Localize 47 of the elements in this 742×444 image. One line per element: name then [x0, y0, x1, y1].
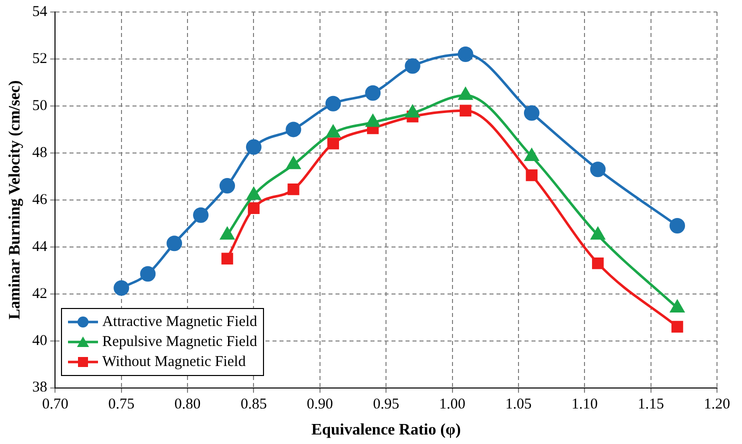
- point: [524, 105, 540, 121]
- y-tick-label: 50: [32, 98, 48, 114]
- point: [114, 280, 130, 296]
- legend-label: Without Magnetic Field: [102, 352, 246, 372]
- point: [246, 139, 262, 155]
- y-tick-label: 52: [32, 50, 48, 67]
- x-tick-label: 0.75: [108, 396, 135, 413]
- point: [592, 257, 604, 270]
- x-tick-label: 0.95: [372, 396, 400, 413]
- y-tick-label: 44: [32, 238, 48, 255]
- point: [288, 183, 300, 196]
- x-tick-label: 0.85: [240, 396, 267, 413]
- y-tick-label: 42: [32, 286, 48, 302]
- point: [166, 236, 182, 252]
- y-axis-title: Laminar Burning Velocity (cm/sec): [6, 80, 24, 320]
- point: [286, 122, 302, 138]
- x-tick-label: 0.90: [306, 396, 334, 413]
- point: [670, 218, 686, 234]
- point: [526, 169, 538, 182]
- point: [460, 104, 472, 116]
- x-tick-label: 1.10: [572, 396, 598, 413]
- point: [220, 178, 236, 194]
- y-tick-label: 40: [32, 332, 48, 349]
- x-tick-label: 0.80: [174, 396, 201, 413]
- x-tick-label: 0.70: [42, 396, 68, 413]
- point: [590, 162, 606, 178]
- point: [325, 96, 341, 112]
- point: [458, 46, 474, 62]
- y-tick-label: 38: [32, 380, 48, 396]
- legend-label: Attractive Magnetic Field: [102, 312, 258, 332]
- x-tick-label: 1.15: [638, 396, 664, 413]
- y-tick-label: 46: [32, 192, 48, 208]
- point: [365, 85, 381, 101]
- point: [140, 266, 156, 282]
- point: [671, 320, 684, 333]
- point: [193, 207, 209, 223]
- y-tick-label: 54: [32, 4, 48, 20]
- x-tick-label: 1.05: [505, 396, 532, 413]
- point: [221, 252, 234, 264]
- y-tick-label: 48: [32, 144, 48, 161]
- point: [404, 58, 420, 74]
- legend-label: Repulsive Magnetic Field: [102, 332, 258, 352]
- x-axis-title: Equivalence Ratio (φ): [311, 422, 461, 439]
- x-tick-label: 1.20: [704, 396, 730, 413]
- point: [248, 202, 260, 214]
- point: [327, 138, 339, 150]
- x-tick-label: 1.00: [439, 396, 466, 413]
